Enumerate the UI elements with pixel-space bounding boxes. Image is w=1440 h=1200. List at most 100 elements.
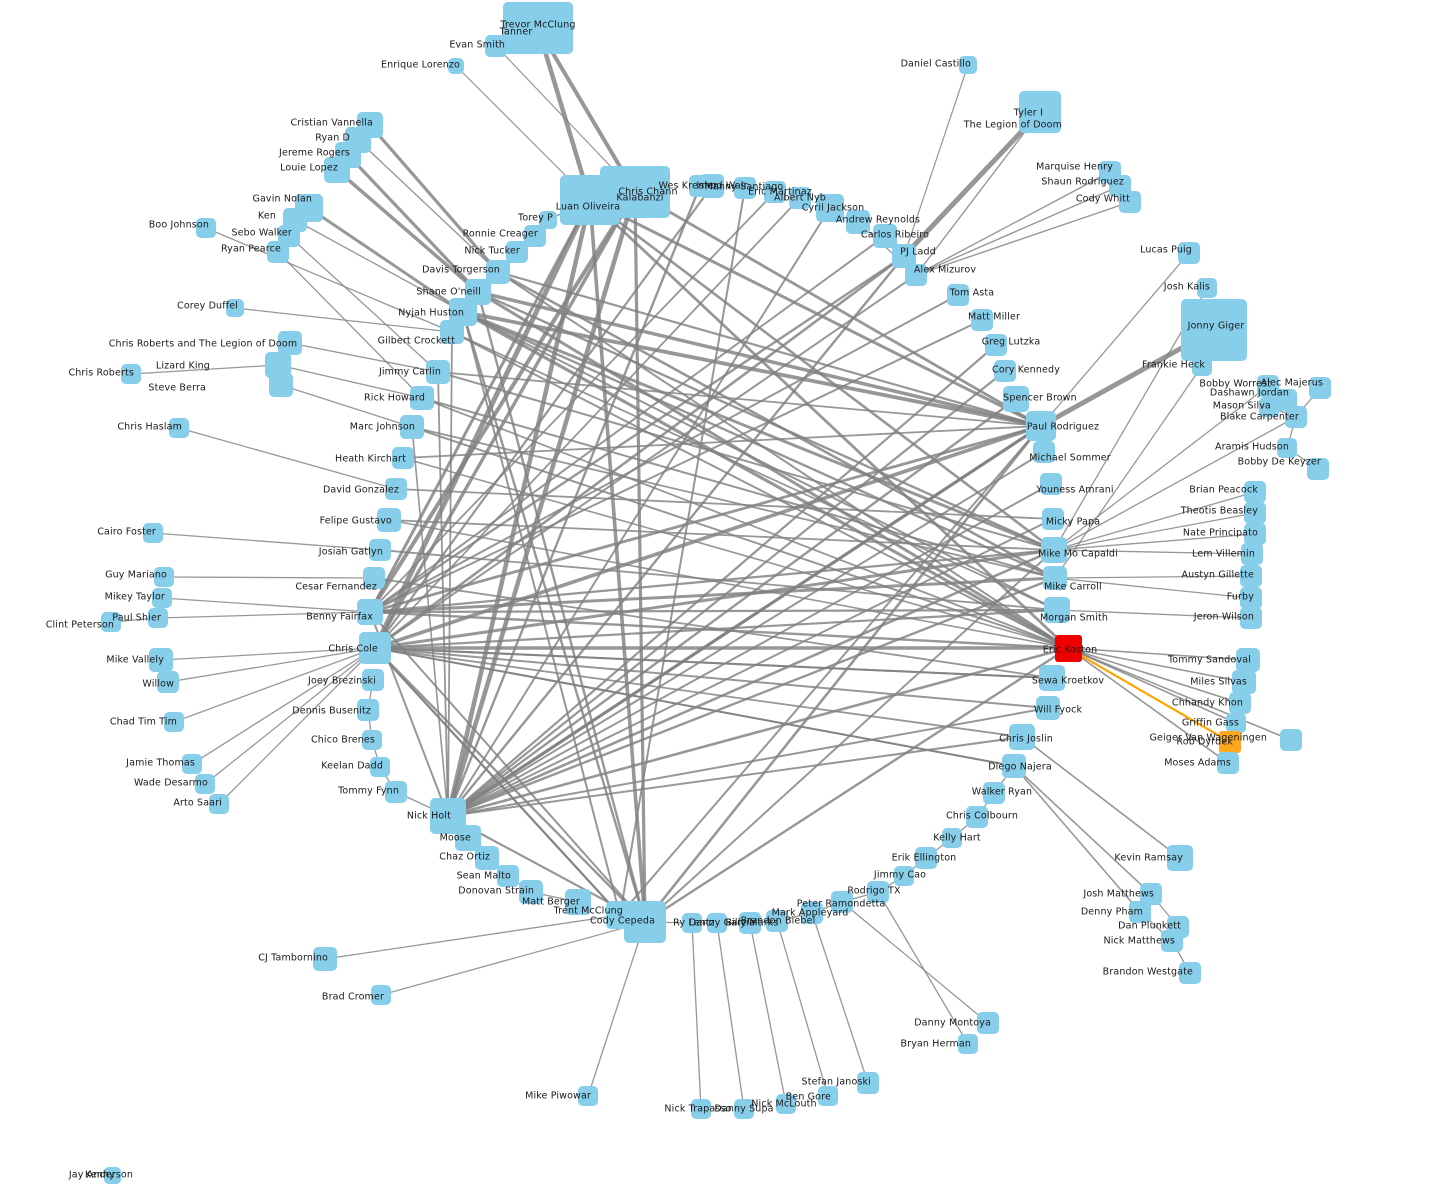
graph-node[interactable] bbox=[1119, 191, 1141, 213]
graph-node[interactable] bbox=[149, 648, 173, 672]
graph-node[interactable] bbox=[1043, 566, 1067, 590]
graph-node[interactable] bbox=[983, 782, 1005, 804]
graph-node[interactable] bbox=[385, 478, 407, 500]
graph-node[interactable] bbox=[565, 889, 591, 915]
graph-node[interactable] bbox=[600, 166, 670, 218]
graph-node[interactable] bbox=[196, 218, 216, 238]
graph-node[interactable] bbox=[624, 901, 666, 943]
graph-node[interactable] bbox=[154, 567, 174, 587]
graph-node[interactable] bbox=[734, 177, 756, 199]
graph-node[interactable] bbox=[1044, 597, 1070, 623]
graph-node[interactable] bbox=[905, 264, 927, 286]
graph-node[interactable] bbox=[209, 794, 229, 814]
graph-node[interactable] bbox=[1040, 473, 1062, 495]
graph-node[interactable] bbox=[1259, 397, 1279, 417]
graph-node[interactable] bbox=[1179, 962, 1201, 984]
graph-node[interactable] bbox=[370, 757, 390, 777]
graph-node[interactable] bbox=[1140, 883, 1162, 905]
graph-node[interactable] bbox=[182, 754, 202, 774]
graph-node[interactable] bbox=[143, 523, 163, 543]
graph-node[interactable] bbox=[385, 781, 407, 803]
graph-node[interactable] bbox=[707, 913, 727, 933]
graph-node[interactable] bbox=[1217, 752, 1239, 774]
graph-node[interactable] bbox=[1197, 278, 1217, 298]
graph-node[interactable] bbox=[1280, 729, 1302, 751]
graph-node[interactable] bbox=[448, 58, 464, 74]
graph-node[interactable] bbox=[734, 1099, 754, 1119]
graph-node[interactable] bbox=[278, 331, 302, 355]
graph-node[interactable] bbox=[764, 181, 786, 203]
graph-node[interactable] bbox=[942, 828, 962, 848]
graph-node[interactable] bbox=[164, 712, 184, 732]
graph-node[interactable] bbox=[1244, 523, 1266, 545]
graph-node[interactable] bbox=[1041, 537, 1067, 563]
graph-node[interactable] bbox=[539, 211, 557, 229]
graph-node[interactable] bbox=[1192, 356, 1212, 376]
graph-node[interactable] bbox=[169, 418, 189, 438]
graph-node[interactable] bbox=[426, 360, 450, 384]
graph-node[interactable] bbox=[1277, 438, 1297, 458]
graph-node[interactable] bbox=[816, 194, 844, 222]
graph-node[interactable] bbox=[1161, 930, 1183, 952]
graph-node[interactable] bbox=[867, 881, 889, 903]
graph-node[interactable] bbox=[700, 174, 724, 198]
graph-node[interactable] bbox=[475, 846, 499, 870]
graph-node[interactable] bbox=[324, 157, 350, 183]
graph-node[interactable] bbox=[377, 508, 401, 532]
graph-node[interactable] bbox=[894, 866, 914, 886]
graph-node[interactable] bbox=[157, 671, 179, 693]
graph-node[interactable] bbox=[269, 373, 293, 397]
graph-node[interactable] bbox=[1026, 411, 1056, 441]
graph-node[interactable] bbox=[682, 913, 702, 933]
graph-node[interactable] bbox=[392, 447, 414, 469]
graph-node[interactable] bbox=[503, 2, 573, 54]
graph-node[interactable] bbox=[971, 309, 993, 331]
graph-node[interactable] bbox=[1240, 607, 1262, 629]
graph-node[interactable] bbox=[1257, 375, 1279, 397]
graph-node[interactable] bbox=[958, 1034, 978, 1054]
graph-node[interactable] bbox=[1307, 458, 1329, 480]
graph-node[interactable] bbox=[1009, 724, 1035, 750]
graph-node[interactable] bbox=[363, 567, 385, 589]
graph-node[interactable] bbox=[1054, 634, 1082, 662]
graph-node[interactable] bbox=[776, 1094, 796, 1114]
graph-node[interactable] bbox=[959, 56, 977, 74]
graph-node[interactable] bbox=[519, 880, 543, 904]
graph-node[interactable] bbox=[789, 187, 811, 209]
graph-node[interactable] bbox=[101, 612, 121, 632]
graph-node[interactable] bbox=[152, 588, 172, 608]
graph-node[interactable] bbox=[1219, 731, 1241, 753]
graph-node[interactable] bbox=[739, 912, 761, 934]
graph-node[interactable] bbox=[1002, 754, 1026, 778]
graph-node[interactable] bbox=[985, 334, 1007, 356]
graph-node[interactable] bbox=[1039, 665, 1065, 691]
graph-node[interactable] bbox=[1285, 406, 1307, 428]
graph-node[interactable] bbox=[1244, 502, 1266, 524]
graph-node[interactable] bbox=[103, 1166, 121, 1184]
graph-node[interactable] bbox=[1042, 508, 1064, 530]
graph-node[interactable] bbox=[1033, 441, 1055, 463]
graph-node[interactable] bbox=[267, 241, 289, 263]
graph-node[interactable] bbox=[818, 1086, 838, 1106]
graph-node[interactable] bbox=[766, 910, 788, 932]
graph-node[interactable] bbox=[1167, 845, 1193, 871]
graph-node[interactable] bbox=[977, 1012, 999, 1034]
graph-node[interactable] bbox=[1275, 389, 1297, 411]
graph-node[interactable] bbox=[1036, 696, 1060, 720]
graph-node[interactable] bbox=[226, 299, 244, 317]
graph-node[interactable] bbox=[1240, 565, 1262, 587]
graph-node[interactable] bbox=[485, 35, 507, 57]
graph-node[interactable] bbox=[846, 210, 870, 234]
graph-node[interactable] bbox=[1181, 299, 1247, 361]
graph-node[interactable] bbox=[1232, 670, 1256, 694]
graph-node[interactable] bbox=[195, 774, 215, 794]
graph-node[interactable] bbox=[371, 985, 391, 1005]
graph-node[interactable] bbox=[440, 320, 464, 344]
graph-node[interactable] bbox=[578, 1086, 598, 1106]
graph-node[interactable] bbox=[1178, 242, 1200, 264]
graph-node[interactable] bbox=[506, 241, 528, 263]
graph-node[interactable] bbox=[357, 699, 379, 721]
graph-node[interactable] bbox=[1019, 91, 1061, 133]
graph-node[interactable] bbox=[148, 608, 168, 628]
graph-node[interactable] bbox=[524, 225, 546, 247]
